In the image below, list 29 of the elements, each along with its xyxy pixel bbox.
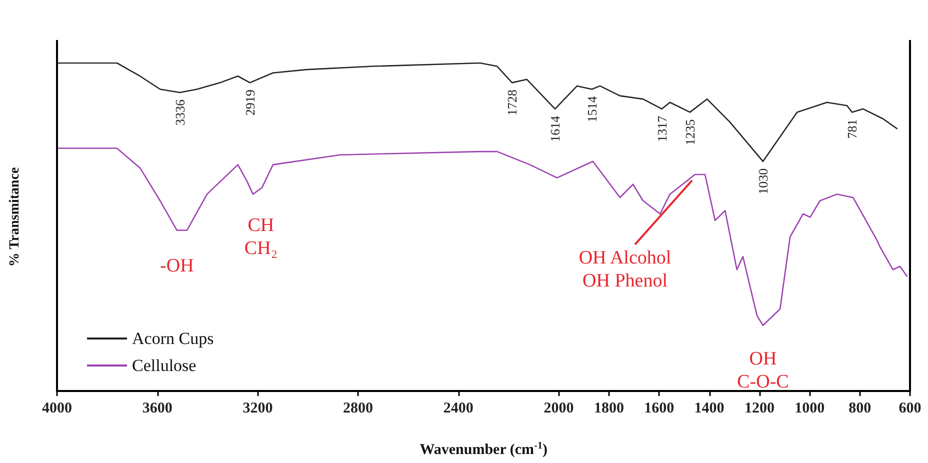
annotation: 1614	[548, 115, 562, 142]
annotation: 1317	[654, 115, 670, 142]
legend-label: Acorn Cups	[132, 329, 214, 348]
x-tick-label: 1800	[594, 400, 624, 416]
annotation: -OH	[160, 255, 194, 276]
x-tick-label: 2800	[343, 400, 374, 416]
annotation: CH CH₂	[244, 215, 278, 260]
legend-label: Cellulose	[132, 356, 196, 375]
annotation: 2919	[242, 90, 258, 116]
annotation: 1514	[584, 96, 600, 122]
y-axis-title: % Transmitance	[8, 167, 22, 267]
annotation: OH Alcohol OH Phenol	[578, 248, 672, 292]
annotation: 1030	[755, 168, 770, 194]
x-tick-label: 1400	[694, 400, 724, 416]
x-tick-label: 1200	[744, 400, 774, 416]
x-tick-label: 3200	[242, 400, 273, 416]
x-tick-label: 800	[848, 400, 872, 416]
x-tick-label: 1600	[644, 400, 674, 416]
x-tick-label: 600	[898, 400, 922, 416]
annotation: OH C-O-C	[737, 348, 789, 392]
annotation: 1728	[504, 90, 520, 116]
x-tick-label: 1000	[794, 400, 825, 416]
x-tick-label: 2000	[544, 400, 574, 416]
x-tick-label: 3600	[142, 400, 172, 416]
annotation: 781	[844, 119, 860, 139]
x-tick-label: 2400	[443, 400, 474, 416]
annotation: 1235	[682, 119, 698, 146]
annotation: 3336	[172, 99, 188, 126]
x-tick-label: 4000	[42, 400, 72, 416]
